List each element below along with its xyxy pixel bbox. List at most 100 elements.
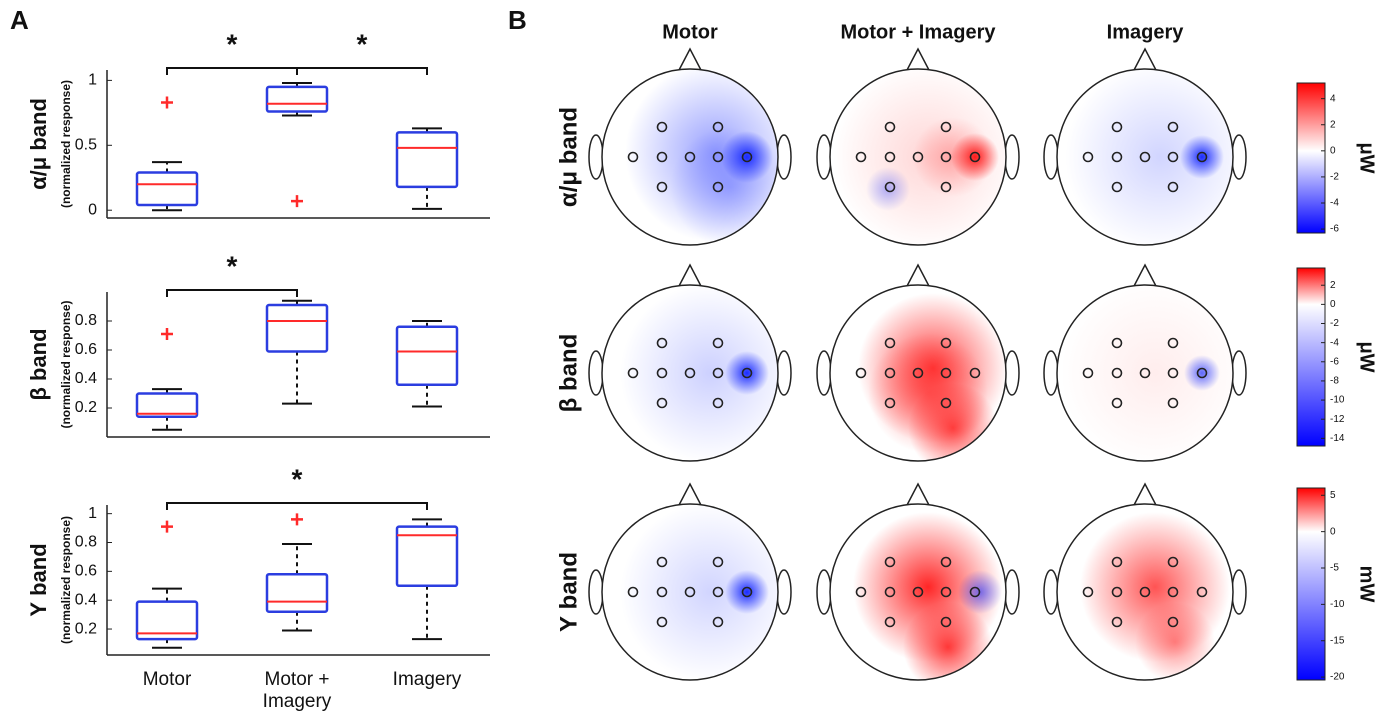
electrode: [712, 181, 724, 193]
electrode: [940, 586, 952, 598]
colorbar-tick-label: 0: [1330, 299, 1336, 310]
electrode: [884, 181, 896, 193]
heatmap: [620, 285, 778, 461]
ear: [1231, 350, 1247, 396]
electrode: [712, 121, 724, 133]
heat-blob: [1135, 602, 1215, 680]
outlier: [161, 96, 173, 109]
electrode: [1111, 151, 1123, 163]
colorbar-tick-label: -6: [1330, 224, 1339, 235]
electrode: [1139, 151, 1151, 163]
electrode: [1196, 151, 1208, 163]
head-outline: [601, 284, 779, 462]
electrode: [969, 151, 981, 163]
y-sublabel: (normalized response): [59, 516, 73, 644]
electrode: [1167, 556, 1179, 568]
box: [135, 171, 199, 207]
box: [135, 392, 199, 418]
y-tick-label: 0.5: [75, 137, 97, 154]
electrode: [712, 586, 724, 598]
significance-star: *: [227, 250, 238, 281]
head-outline: [829, 284, 1007, 462]
electrode: [656, 556, 668, 568]
electrode: [912, 367, 924, 379]
ear: [1004, 350, 1020, 396]
colorbar-tick-label: -8: [1330, 376, 1339, 387]
colorbar: [1296, 267, 1326, 447]
y-tick-label: 0.8: [75, 312, 97, 329]
electrode: [855, 367, 867, 379]
y-tick-label: 0.6: [75, 341, 97, 358]
y-sublabel: (normalized response): [59, 300, 73, 428]
box: [265, 572, 329, 613]
head-outline: [829, 503, 1007, 681]
y-tick-label: 0.4: [75, 370, 97, 387]
head-outline: [1056, 503, 1234, 681]
electrode: [1111, 556, 1123, 568]
colorbar: [1296, 82, 1326, 234]
y-tick-label: 1: [88, 72, 97, 89]
electrode: [884, 556, 896, 568]
colorbar-tick-label: 4: [1330, 93, 1336, 104]
head-outline: [1056, 68, 1234, 246]
y-tick-label: 0: [88, 201, 97, 218]
electrode: [1167, 586, 1179, 598]
colorbar-tick-label: -4: [1330, 337, 1339, 348]
colorbar-tick-label: -15: [1330, 635, 1345, 646]
outlier: [291, 195, 303, 208]
electrode: [656, 367, 668, 379]
electrode: [656, 337, 668, 349]
heat-blob: [913, 117, 993, 197]
electrode: [712, 397, 724, 409]
ear: [776, 134, 792, 180]
outlier: [161, 328, 173, 341]
electrode: [884, 337, 896, 349]
electrode: [712, 337, 724, 349]
colorbar-tick-label: -2: [1330, 318, 1339, 329]
ear: [816, 569, 832, 615]
heat-blob: [721, 131, 773, 183]
heat-blob: [620, 504, 778, 680]
colorbar-tick-label: 0: [1330, 526, 1336, 537]
box: [395, 131, 459, 189]
x-tick-label: Imagery: [392, 669, 462, 690]
significance-bracket: [166, 289, 298, 297]
colorbar-tick-label: -10: [1330, 395, 1345, 406]
ear: [1004, 134, 1020, 180]
electrode: [1082, 151, 1094, 163]
heat-blob: [725, 570, 769, 614]
ear: [816, 350, 832, 396]
colorbar-unit: μW: [1356, 341, 1378, 372]
ear: [776, 350, 792, 396]
electrode: [656, 586, 668, 598]
electrode: [712, 556, 724, 568]
x-tick-label: Motor: [142, 669, 192, 690]
heat-blob: [1065, 69, 1233, 245]
colorbar-tick-label: -14: [1330, 433, 1345, 444]
y-tick-label: 0.2: [75, 620, 97, 637]
electrode: [684, 367, 696, 379]
row-label: β band: [555, 334, 582, 413]
electrode: [1111, 181, 1123, 193]
colorbar-unit: mW: [1356, 566, 1378, 603]
y-tick-label: 1: [88, 505, 97, 522]
head-outline: [601, 503, 779, 681]
electrode: [884, 151, 896, 163]
row-label: α/μ band: [555, 107, 582, 207]
panel-label: A: [10, 5, 29, 35]
ear: [588, 134, 604, 180]
electrode: [855, 586, 867, 598]
electrode: [940, 337, 952, 349]
colorbar-tick-label: -5: [1330, 563, 1339, 574]
electrode: [940, 367, 952, 379]
electrode: [741, 586, 753, 598]
column-title: Imagery: [1107, 21, 1185, 43]
electrode: [1167, 151, 1179, 163]
heat-blob: [620, 285, 778, 461]
electrode: [1167, 121, 1179, 133]
electrode: [884, 616, 896, 628]
electrode: [712, 151, 724, 163]
y-tick-label: 0.6: [75, 563, 97, 580]
electrode: [1139, 367, 1151, 379]
